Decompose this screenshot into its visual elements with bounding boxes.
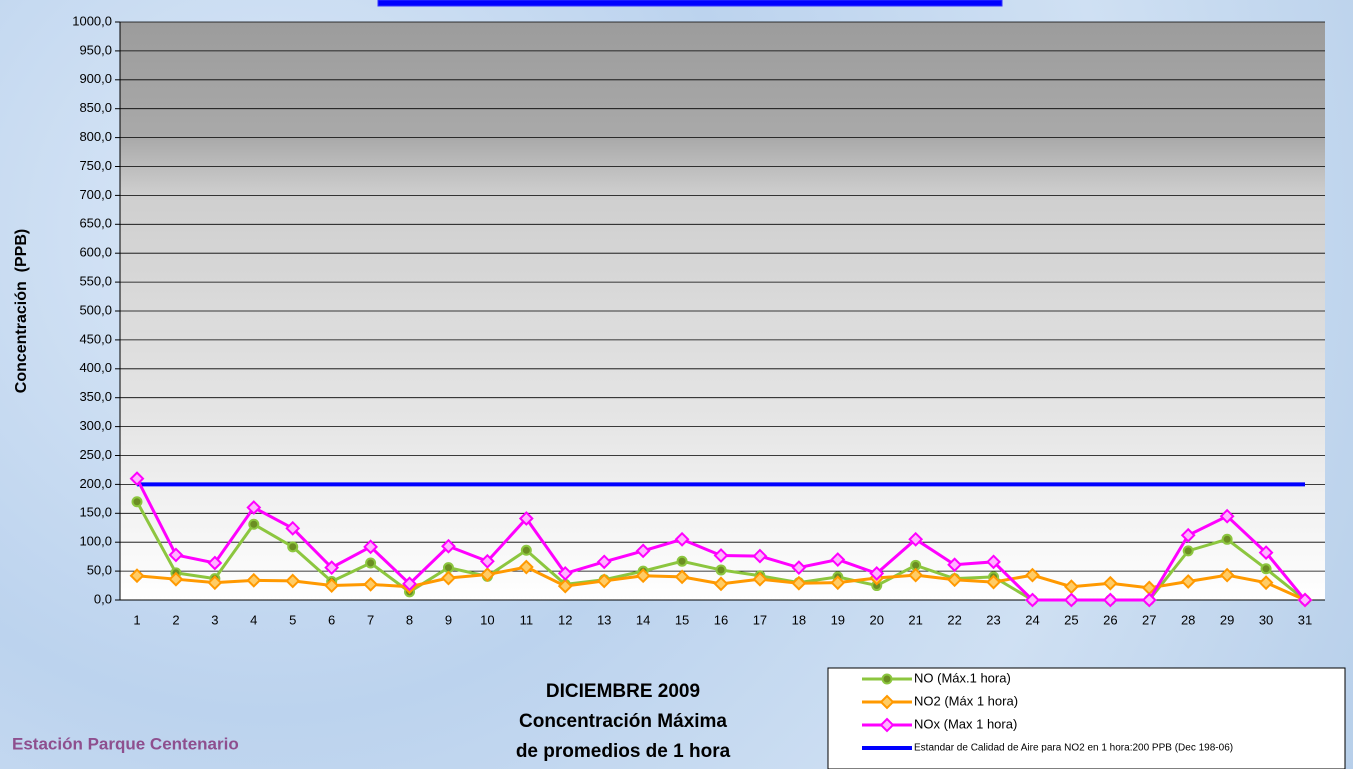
x-tick-label: 10 (480, 612, 494, 627)
point (1184, 546, 1193, 555)
legend-label: NOx (Max 1 hora) (914, 716, 1017, 731)
y-tick-label: 350,0 (79, 389, 112, 404)
x-tick-label: 19 (831, 612, 845, 627)
page: Concentración (PPB) DICIEMBRE 2009 Conce… (0, 0, 1353, 769)
point (133, 497, 142, 506)
y-tick-label: 300,0 (79, 418, 112, 433)
x-tick-label: 29 (1220, 612, 1234, 627)
x-tick-label: 25 (1064, 612, 1078, 627)
x-tick-label: 16 (714, 612, 728, 627)
y-tick-label: 850,0 (79, 100, 112, 115)
y-tick-label: 100,0 (79, 534, 112, 549)
x-tick-label: 6 (328, 612, 335, 627)
y-tick-label: 700,0 (79, 187, 112, 202)
point (366, 559, 375, 568)
legend (828, 668, 1345, 769)
x-tick-label: 12 (558, 612, 572, 627)
y-tick-label: 50,0 (87, 563, 112, 578)
x-tick-label: 22 (947, 612, 961, 627)
point (883, 675, 892, 684)
x-tick-label: 14 (636, 612, 650, 627)
x-tick-label: 5 (289, 612, 296, 627)
y-tick-label: 450,0 (79, 331, 112, 346)
y-tick-label: 800,0 (79, 129, 112, 144)
y-tick-label: 950,0 (79, 42, 112, 57)
chart-title: DICIEMBRE 2009 (546, 681, 700, 702)
legend-label: NO2 (Máx 1 hora) (914, 693, 1018, 708)
y-tick-label: 200,0 (79, 476, 112, 491)
chart-title: de promedios de 1 hora (516, 741, 731, 762)
station-label: Estación Parque Centenario (12, 734, 239, 753)
point (1223, 535, 1232, 544)
y-tick-label: 500,0 (79, 302, 112, 317)
top-banner (378, 0, 1002, 6)
x-tick-label: 26 (1103, 612, 1117, 627)
chart: Concentración (PPB) DICIEMBRE 2009 Conce… (0, 0, 1353, 769)
chart-title: Concentración Máxima (519, 711, 727, 732)
y-tick-label: 600,0 (79, 245, 112, 260)
x-tick-label: 9 (445, 612, 452, 627)
x-tick-label: 15 (675, 612, 689, 627)
x-tick-label: 2 (172, 612, 179, 627)
x-tick-label: 30 (1259, 612, 1273, 627)
point (249, 520, 258, 529)
x-tick-label: 18 (792, 612, 806, 627)
y-tick-label: 900,0 (79, 71, 112, 86)
y-tick-label: 1000,0 (72, 13, 112, 28)
y-tick-label: 0,0 (94, 591, 112, 606)
y-tick-label: 650,0 (79, 216, 112, 231)
x-tick-label: 4 (250, 612, 257, 627)
point (1262, 564, 1271, 573)
x-tick-label: 13 (597, 612, 611, 627)
x-tick-label: 24 (1025, 612, 1039, 627)
x-tick-label: 21 (908, 612, 922, 627)
x-tick-label: 20 (869, 612, 883, 627)
y-tick-label: 150,0 (79, 505, 112, 520)
x-tick-label: 31 (1298, 612, 1312, 627)
x-tick-label: 8 (406, 612, 413, 627)
point (717, 565, 726, 574)
x-tick-label: 11 (520, 612, 534, 627)
x-tick-label: 28 (1181, 612, 1195, 627)
x-tick-label: 3 (211, 612, 218, 627)
point (522, 546, 531, 555)
x-tick-label: 7 (367, 612, 374, 627)
y-tick-label: 550,0 (79, 274, 112, 289)
legend-label: Estandar de Calidad de Aire para NO2 en … (914, 743, 1233, 754)
point (288, 542, 297, 551)
y-tick-label: 400,0 (79, 360, 112, 375)
x-tick-label: 17 (753, 612, 767, 627)
point (678, 557, 687, 566)
x-tick-label: 23 (986, 612, 1000, 627)
y-axis-label: Concentración (PPB) (13, 229, 30, 393)
y-tick-label: 250,0 (79, 447, 112, 462)
x-tick-label: 27 (1142, 612, 1156, 627)
legend-label: NO (Máx.1 hora) (914, 670, 1011, 685)
y-tick-label: 750,0 (79, 158, 112, 173)
x-tick-label: 1 (133, 612, 140, 627)
